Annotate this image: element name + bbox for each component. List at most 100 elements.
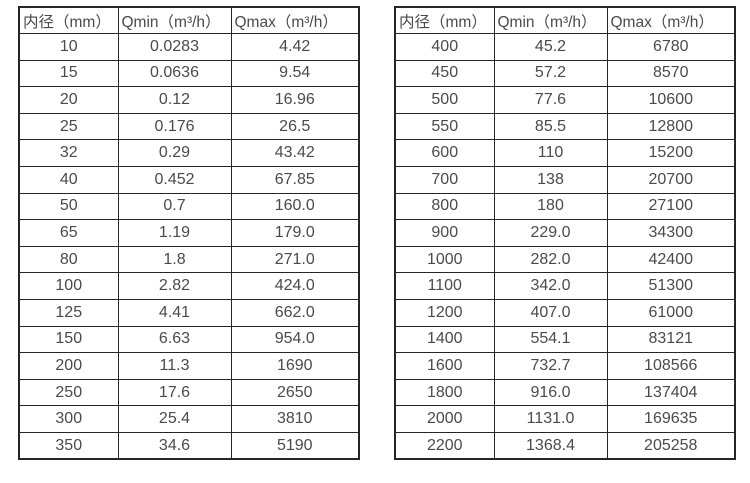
- table-row: 50 0.7 160.0: [18, 192, 360, 221]
- table-cell: 8570: [606, 59, 736, 88]
- table-cell: 27100: [606, 192, 736, 221]
- table-cell: 50: [18, 192, 119, 221]
- table-cell: 600: [394, 139, 495, 168]
- spec-table-large-diameters: 内径（mm） Qmin（m³/h） Qmax（m³/h） 400 45.2 6780…: [394, 6, 736, 461]
- column-header-qmax: Qmax（m³/h）: [230, 6, 360, 35]
- table-row: 1800 916.0 137404: [394, 378, 736, 407]
- table-cell: 0.0283: [117, 33, 232, 61]
- table-cell: 282.0: [493, 245, 608, 274]
- table-cell: 1400: [394, 325, 495, 354]
- table-cell: 1131.0: [493, 405, 608, 433]
- column-header-inner-diameter: 内径（mm）: [18, 6, 119, 35]
- table-cell: 450: [394, 59, 495, 88]
- table-cell: 400: [394, 33, 495, 61]
- table-cell: 43.42: [230, 139, 360, 168]
- table-cell: 83121: [606, 325, 736, 354]
- table-cell: 1600: [394, 352, 495, 380]
- table-cell: 271.0: [230, 245, 360, 274]
- table-cell: 732.7: [493, 352, 608, 380]
- table-cell: 137404: [606, 378, 736, 407]
- table-body: 10 0.0283 4.42 15 0.0636 9.54 20 0.12 16.96 25 0.1…: [18, 33, 360, 460]
- table-row: 32 0.29 43.42: [18, 139, 360, 168]
- table-cell: 229.0: [493, 219, 608, 247]
- table-cell: 80: [18, 245, 119, 274]
- table-cell: 954.0: [230, 325, 360, 354]
- table-cell: 0.7: [117, 192, 232, 221]
- column-header-qmin: Qmin（m³/h）: [493, 6, 608, 35]
- table-cell: 550: [394, 112, 495, 141]
- table-cell: 407.0: [493, 299, 608, 327]
- table-row: 25 0.176 26.5: [18, 112, 360, 141]
- table-cell: 900: [394, 219, 495, 247]
- table-cell: 67.85: [230, 166, 360, 194]
- table-cell: 20700: [606, 166, 736, 194]
- table-cell: 1800: [394, 378, 495, 407]
- table-row: 1200 407.0 61000: [394, 299, 736, 327]
- table-cell: 424.0: [230, 272, 360, 301]
- table-cell: 108566: [606, 352, 736, 380]
- table-cell: 662.0: [230, 299, 360, 327]
- table-cell: 138: [493, 166, 608, 194]
- table-cell: 169635: [606, 405, 736, 433]
- table-row: 1400 554.1 83121: [394, 325, 736, 354]
- table-cell: 916.0: [493, 378, 608, 407]
- table-cell: 3810: [230, 405, 360, 433]
- table-cell: 32: [18, 139, 119, 168]
- table-cell: 9.54: [230, 59, 360, 88]
- table-row: 250 17.6 2650: [18, 378, 360, 407]
- table-body: 400 45.2 6780 450 57.2 8570 500 77.6 10600 550 85.…: [394, 33, 736, 460]
- table-row: 10 0.0283 4.42: [18, 33, 360, 61]
- table-cell: 25: [18, 112, 119, 141]
- table-cell: 800: [394, 192, 495, 221]
- spec-table-small-diameters: 内径（mm） Qmin（m³/h） Qmax（m³/h） 10 0.0283 4.4…: [18, 6, 360, 461]
- table-row: 300 25.4 3810: [18, 405, 360, 433]
- table-cell: 2650: [230, 378, 360, 407]
- table-cell: 0.29: [117, 139, 232, 168]
- table-row: 40 0.452 67.85: [18, 166, 360, 194]
- table-cell: 0.452: [117, 166, 232, 194]
- column-header-inner-diameter: 内径（mm）: [394, 6, 495, 35]
- table-cell: 700: [394, 166, 495, 194]
- table-row: 2000 1131.0 169635: [394, 405, 736, 433]
- table-cell: 11.3: [117, 352, 232, 380]
- table-row: 2200 1368.4 205258: [394, 432, 736, 460]
- table-cell: 554.1: [493, 325, 608, 354]
- table-cell: 51300: [606, 272, 736, 301]
- table-row: 125 4.41 662.0: [18, 299, 360, 327]
- table-cell: 1368.4: [493, 432, 608, 460]
- table-cell: 125: [18, 299, 119, 327]
- table-row: 1600 732.7 108566: [394, 352, 736, 380]
- table-row: 80 1.8 271.0: [18, 245, 360, 274]
- table-row: 350 34.6 5190: [18, 432, 360, 460]
- table-cell: 40: [18, 166, 119, 194]
- table-cell: 57.2: [493, 59, 608, 88]
- table-cell: 42400: [606, 245, 736, 274]
- table-cell: 2000: [394, 405, 495, 433]
- table-cell: 4.41: [117, 299, 232, 327]
- table-cell: 100: [18, 272, 119, 301]
- table-cell: 1000: [394, 245, 495, 274]
- table-cell: 26.5: [230, 112, 360, 141]
- table-cell: 342.0: [493, 272, 608, 301]
- table-row: 550 85.5 12800: [394, 112, 736, 141]
- table-cell: 12800: [606, 112, 736, 141]
- table-cell: 20: [18, 86, 119, 114]
- table-cell: 180: [493, 192, 608, 221]
- table-cell: 150: [18, 325, 119, 354]
- table-cell: 25.4: [117, 405, 232, 433]
- table-cell: 5190: [230, 432, 360, 460]
- table-cell: 0.12: [117, 86, 232, 114]
- table-row: 400 45.2 6780: [394, 33, 736, 61]
- table-cell: 1100: [394, 272, 495, 301]
- table-cell: 85.5: [493, 112, 608, 141]
- table-header-row: 内径（mm） Qmin（m³/h） Qmax（m³/h）: [394, 6, 736, 35]
- table-cell: 6.63: [117, 325, 232, 354]
- table-row: 200 11.3 1690: [18, 352, 360, 380]
- table-cell: 200: [18, 352, 119, 380]
- table-cell: 4.42: [230, 33, 360, 61]
- spec-tables-page: 内径（mm） Qmin（m³/h） Qmax（m³/h） 10 0.0283 4.4…: [18, 6, 736, 461]
- table-cell: 17.6: [117, 378, 232, 407]
- table-row: 20 0.12 16.96: [18, 86, 360, 114]
- table-row: 15 0.0636 9.54: [18, 59, 360, 88]
- table-cell: 1.19: [117, 219, 232, 247]
